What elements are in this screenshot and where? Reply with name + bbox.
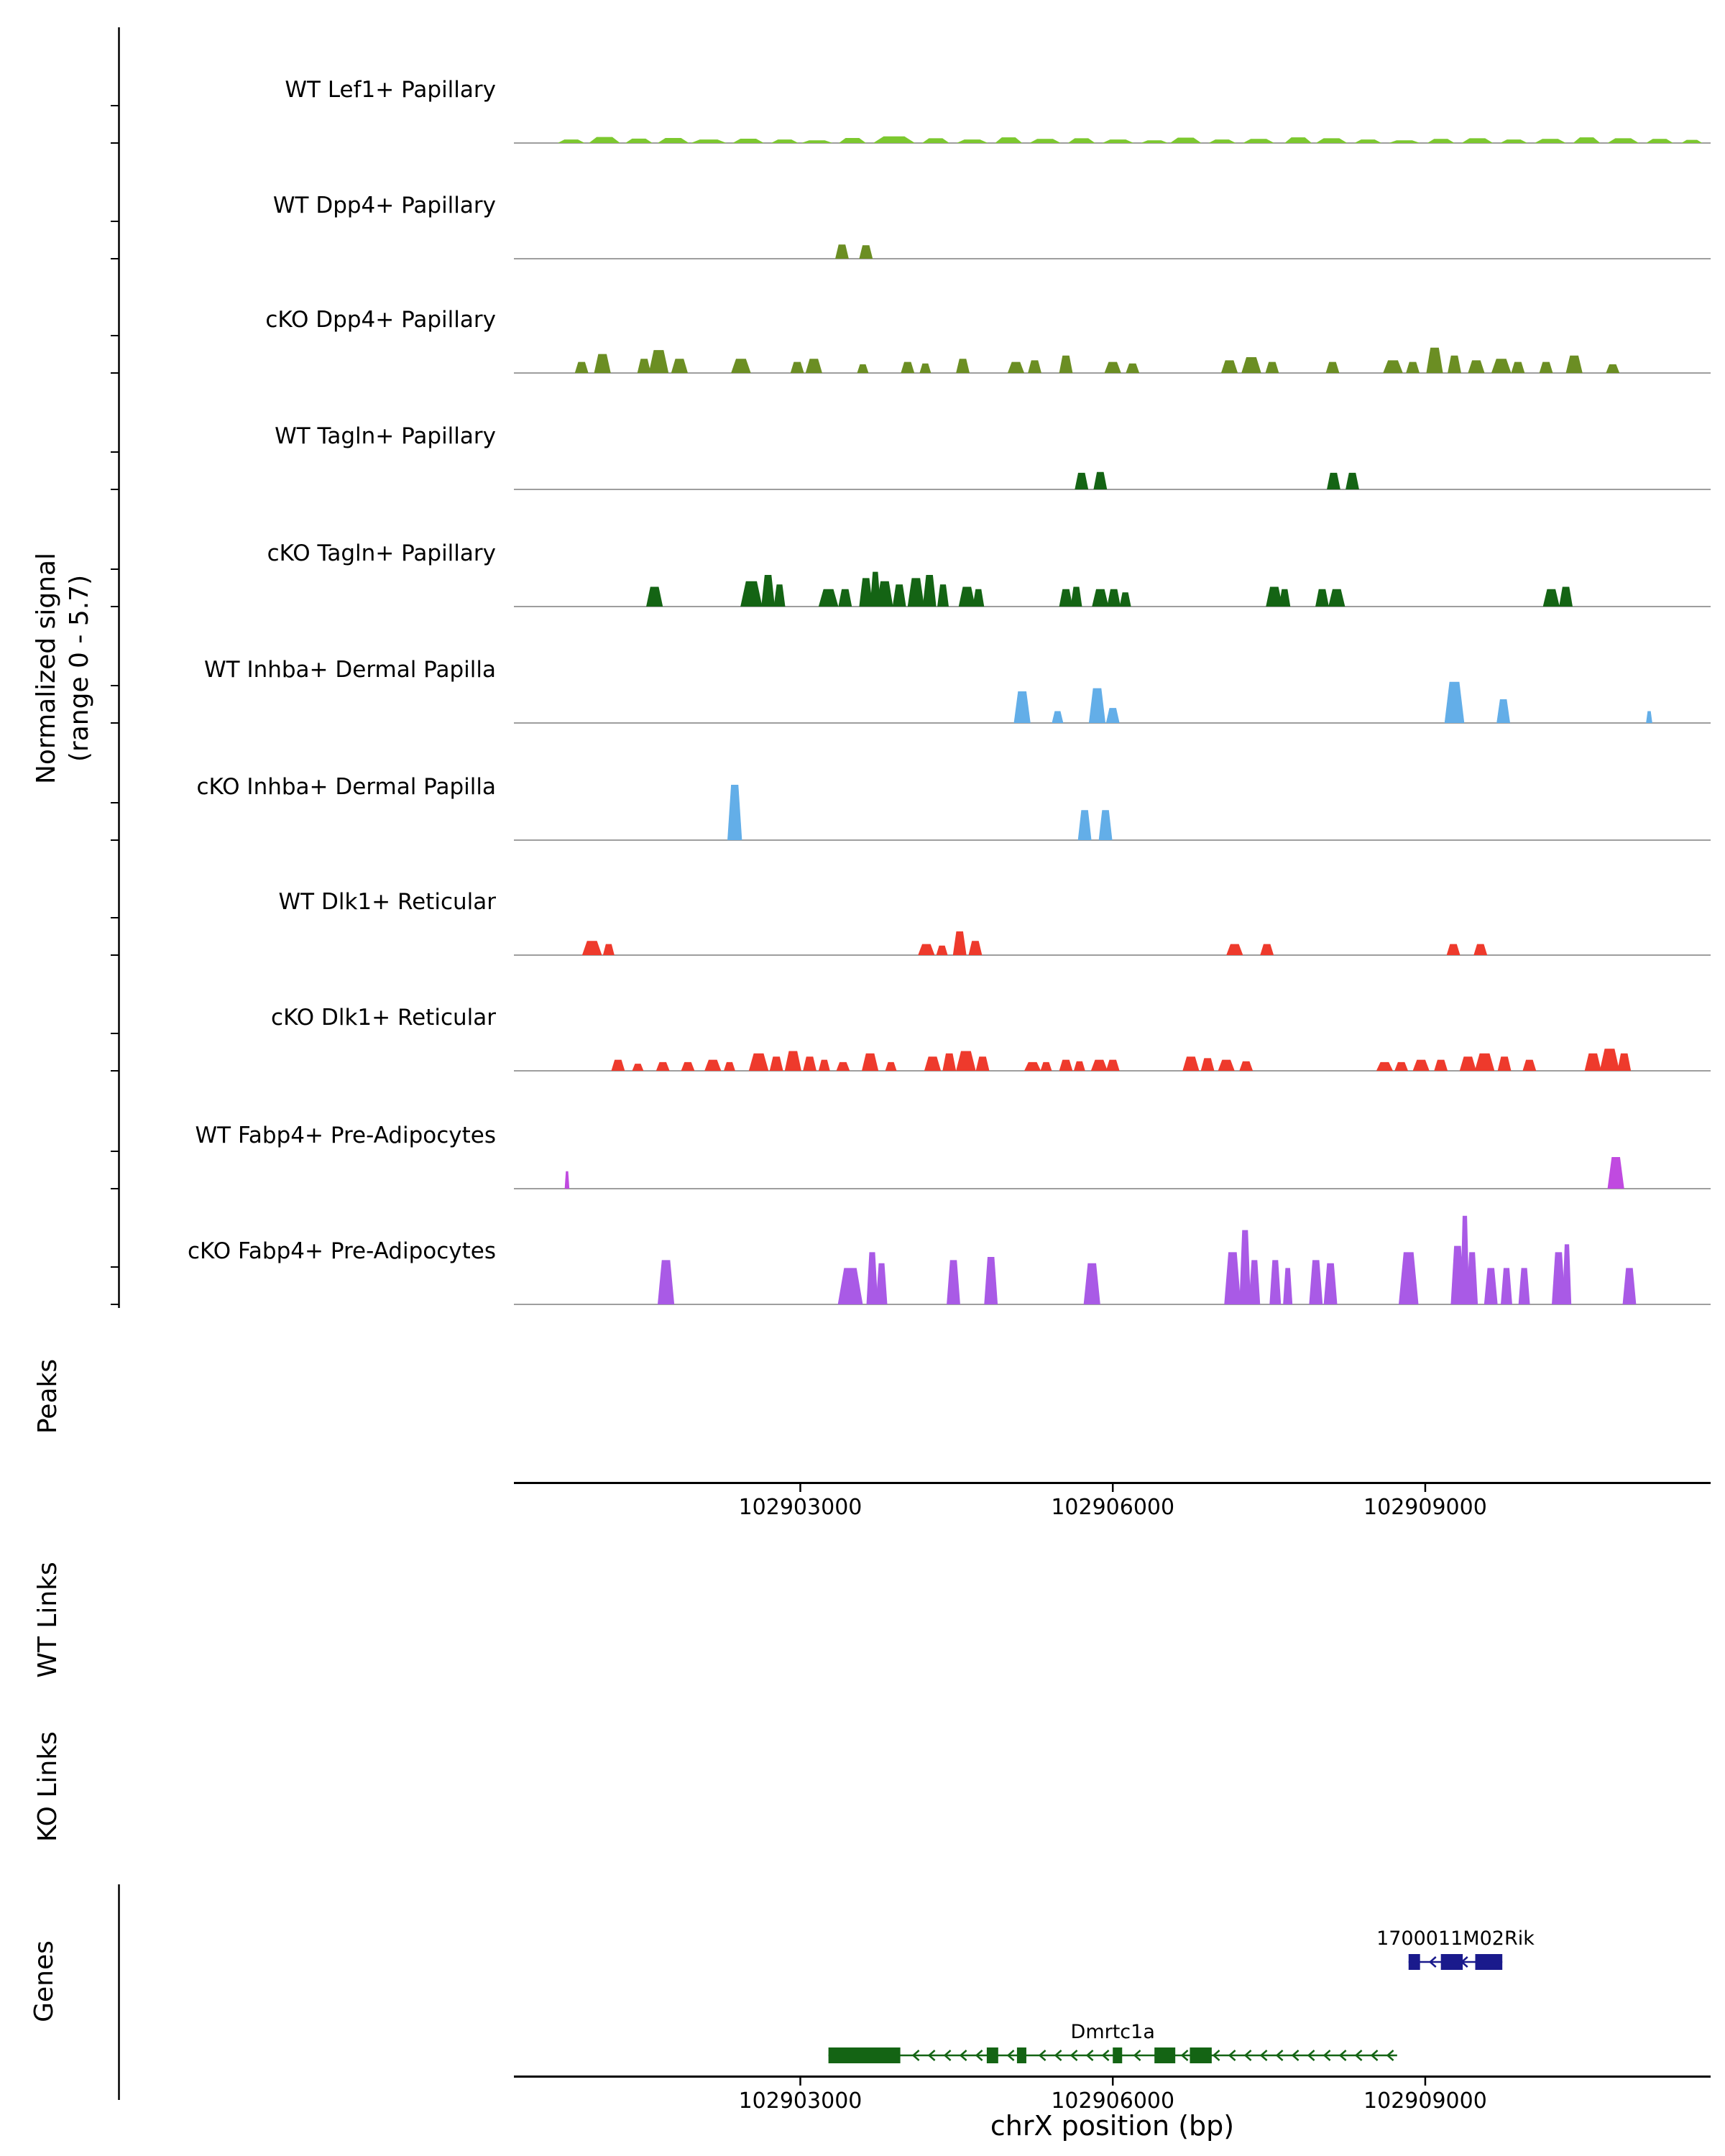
signal-track-8 <box>514 931 1711 956</box>
track-label: WT Fabp4+ Pre-Adipocytes <box>195 1123 497 1148</box>
signal-track-5 <box>514 571 1711 607</box>
signal-track-6 <box>514 681 1711 724</box>
track-label: cKO Inhba+ Dermal Papilla <box>196 774 497 800</box>
gene-model: 1700011M02Rik <box>1376 1927 1535 1970</box>
signal-track-11 <box>514 1215 1711 1305</box>
signal-track-3 <box>514 347 1711 374</box>
y-axis-bracket <box>111 27 120 1308</box>
signal-track-2 <box>514 244 1711 259</box>
track-label: WT Lef1+ Papillary <box>285 77 496 103</box>
signal-track-10 <box>514 1157 1711 1189</box>
axis-tick-label: 102903000 <box>738 1495 862 1520</box>
signal-track-7 <box>514 785 1711 841</box>
gene-label: 1700011M02Rik <box>1376 1927 1535 1950</box>
track-label: cKO Dpp4+ Papillary <box>265 307 496 333</box>
y-axis-label-line1: Normalized signal <box>32 552 61 785</box>
axis-tick-label: 102906000 <box>1051 2088 1175 2114</box>
track-label: cKO Dlk1+ Reticular <box>271 1005 496 1031</box>
signal-track-9 <box>514 1049 1711 1072</box>
axis-tick-label: 102906000 <box>1051 1495 1175 1520</box>
axis-tick-label: 102903000 <box>738 2088 862 2114</box>
track-label: WT Dpp4+ Papillary <box>272 193 496 218</box>
track-label: WT Dlk1+ Reticular <box>278 889 496 915</box>
genes-bracket <box>118 1884 120 2100</box>
signal-track-4 <box>514 471 1711 490</box>
gene-label: Dmrtc1a <box>1071 2021 1155 2043</box>
genes-panel: 1700011M02Rik Dmrtc1a <box>828 1927 1535 2063</box>
track-label: cKO Tagln+ Papillary <box>267 540 496 566</box>
axis-tick-label: 102909000 <box>1363 2088 1487 2114</box>
track-label: WT Inhba+ Dermal Papilla <box>204 657 496 683</box>
axis-line <box>514 1482 1711 1492</box>
gene-model: Dmrtc1a <box>828 2021 1397 2063</box>
axis-tick-label: 102909000 <box>1363 1495 1487 1520</box>
track-label: WT Tagln+ Papillary <box>275 423 496 449</box>
signal-track-1 <box>514 136 1711 144</box>
track-label: cKO Fabp4+ Pre-Adipocytes <box>188 1238 496 1264</box>
y-axis-label-line2: (range 0 - 5.7) <box>65 574 94 763</box>
axis-line <box>514 2076 1711 2086</box>
x-axis-title: chrX position (bp) <box>990 2110 1235 2142</box>
